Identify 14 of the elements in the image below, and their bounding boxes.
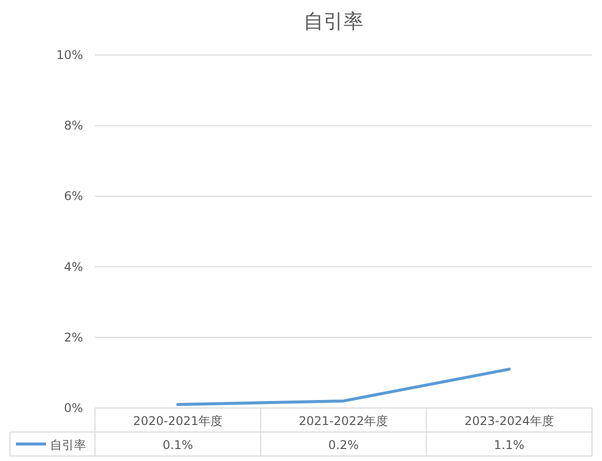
y-tick-label: 6% — [64, 189, 83, 204]
data-label: 1.1% — [494, 438, 524, 452]
chart-title: 自引率 — [304, 9, 364, 33]
data-label: 0.2% — [328, 438, 359, 452]
y-tick-label: 4% — [64, 260, 83, 274]
legend-label: 自引率 — [50, 438, 86, 452]
data-label: 0.1% — [162, 438, 194, 452]
x-tick-label: 2021-2022年度 — [298, 414, 388, 428]
x-tick-label: 2023-2024年度 — [464, 414, 554, 428]
y-tick-label: 10% — [56, 48, 83, 62]
y-tick-label: 2% — [64, 330, 83, 344]
y-tick-label: 0% — [64, 401, 83, 415]
x-tick-label: 2020-2021年度 — [133, 414, 223, 428]
y-tick-label: 8% — [64, 118, 83, 133]
